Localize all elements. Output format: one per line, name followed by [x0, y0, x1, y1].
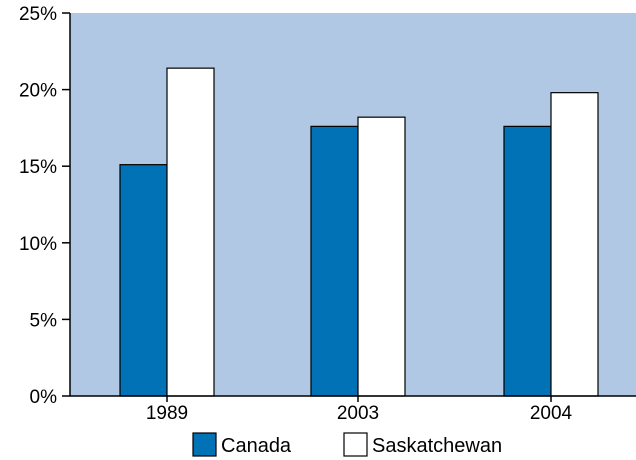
y-tick-label: 20%	[19, 81, 57, 102]
x-tick-label: 2003	[337, 403, 379, 424]
y-axis-ticks: 0% 5% 10% 15% 20% 25%	[19, 4, 70, 408]
x-tick-label: 2004	[530, 403, 573, 424]
bar-canada-1989	[119, 164, 168, 397]
y-tick-label: 15%	[19, 157, 57, 178]
y-tick-label: 10%	[19, 234, 57, 255]
legend-swatch-saskatchewan	[343, 432, 368, 457]
bars-group	[119, 67, 599, 397]
legend-label-saskatchewan: Saskatchewan	[372, 435, 502, 457]
y-tick-label: 0%	[30, 387, 58, 408]
bar-canada-2003	[310, 125, 359, 397]
x-axis-ticks: 1989 2003 2004	[146, 396, 573, 424]
legend: Canada Saskatchewan	[192, 432, 502, 457]
y-tick-label: 5%	[30, 310, 58, 331]
legend-swatch-canada	[192, 432, 217, 457]
bar-saskatchewan-2003	[357, 116, 406, 397]
bar-saskatchewan-1989	[166, 67, 215, 397]
x-tick-label: 1989	[146, 403, 188, 424]
legend-label-canada: Canada	[221, 435, 292, 457]
y-tick-label: 25%	[19, 4, 57, 25]
bar-saskatchewan-2004	[550, 92, 599, 397]
bar-canada-2004	[503, 125, 552, 397]
